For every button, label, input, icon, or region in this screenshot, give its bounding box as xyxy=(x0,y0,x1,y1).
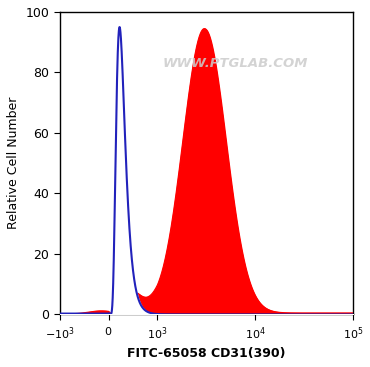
X-axis label: FITC-65058 CD31(390): FITC-65058 CD31(390) xyxy=(127,347,286,360)
Text: WWW.PTGLAB.COM: WWW.PTGLAB.COM xyxy=(163,57,308,70)
Y-axis label: Relative Cell Number: Relative Cell Number xyxy=(7,97,20,229)
